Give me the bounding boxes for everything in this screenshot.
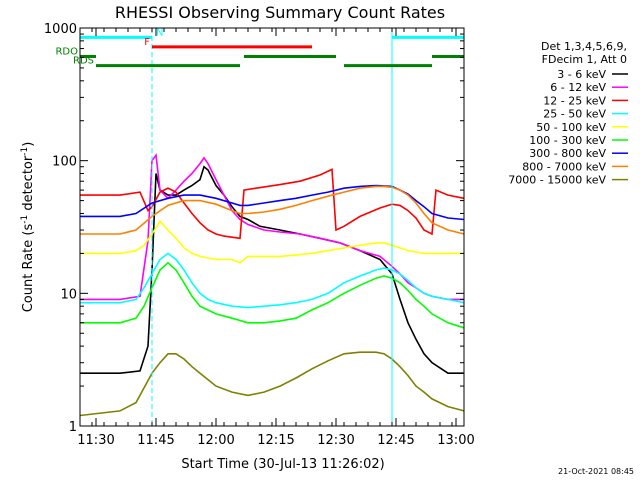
legend-label-6-12-kev: 6 - 12 keV [550, 81, 606, 94]
series-line-300-800-kev [80, 184, 465, 221]
y-axis-label-end: ) [21, 142, 36, 147]
legend-label-300-800-kev: 300 - 800 keV [529, 147, 606, 160]
y-axis-label: Count Rate (s-1 detector-1) [20, 142, 36, 313]
series-line-12-25-kev [80, 168, 465, 240]
x-tick-label-1: 11:30 [77, 433, 114, 448]
legend-label-25-50-kev: 25 - 50 keV [543, 108, 606, 121]
y-tick-label-1: 1 [69, 420, 77, 435]
legend-label-7000-15000-kev: 7000 - 15000 keV [508, 174, 606, 187]
flag-label-rdo: RDO [55, 46, 78, 57]
x-tick-label-6: 12:45 [377, 433, 414, 448]
y-axis-label-text: Count Rate (s-1 detector-1) [20, 142, 36, 313]
series-layer [79, 153, 465, 417]
legend-header-line1: Det 1,3,4,5,6,9, [541, 40, 627, 53]
chart-title: RHESSI Observing Summary Count Rates [115, 3, 445, 22]
y-axis-label-sup1: -1 [20, 215, 30, 224]
x-tick-label-3: 12:00 [197, 433, 234, 448]
legend-label-3-6-kev: 3 - 6 keV [557, 68, 606, 81]
x-tick-label-4: 12:15 [257, 433, 294, 448]
legend-label-100-300-kev: 100 - 300 keV [529, 134, 606, 147]
tick-layer: 11:30 11:45 12:00 12:15 12:30 12:45 13:00 1 10 10… [44, 22, 475, 448]
series-line-6-12-kev [80, 153, 464, 301]
series-line-7000-15000-kev [79, 351, 465, 417]
x-tick-label-2: 11:45 [137, 433, 174, 448]
footer-date: 21-Oct-2021 08:45 [558, 467, 634, 476]
y-axis-label-main: Count Rate (s [21, 224, 36, 313]
legend-header-line2: FDecim 1, Att 0 [542, 53, 627, 66]
legend-label-800-7000-kev: 800 - 7000 keV [522, 160, 606, 173]
y-axis-label-tail: detector [21, 155, 36, 215]
legend-label-12-25-kev: 12 - 25 keV [543, 94, 606, 107]
legend-label-50-100-kev: 50 - 100 keV [536, 121, 606, 134]
y-tick-label-3: 100 [52, 155, 77, 170]
legend: Det 1,3,4,5,6,9, FDecim 1, Att 0 3 - 6 k… [508, 40, 628, 187]
flag-label-n: N [156, 27, 163, 38]
series-line-25-50-kev [80, 252, 465, 309]
x-axis-label: Start Time (30-Jul-13 11:26:02) [181, 457, 384, 472]
flag-label-f: F [144, 37, 150, 48]
x-tick-label-7: 13:00 [437, 433, 474, 448]
series-line-100-300-kev [80, 261, 465, 329]
y-tick-label-4: 1000 [44, 22, 77, 37]
y-tick-label-2: 10 [60, 287, 77, 302]
flag-label-rds: RDS [73, 56, 94, 67]
x-tick-label-5: 12:30 [317, 433, 354, 448]
y-axis-label-sup2: -1 [20, 147, 30, 156]
series-line-800-7000-kev [80, 185, 465, 235]
series-line-50-100-kev [80, 219, 464, 264]
